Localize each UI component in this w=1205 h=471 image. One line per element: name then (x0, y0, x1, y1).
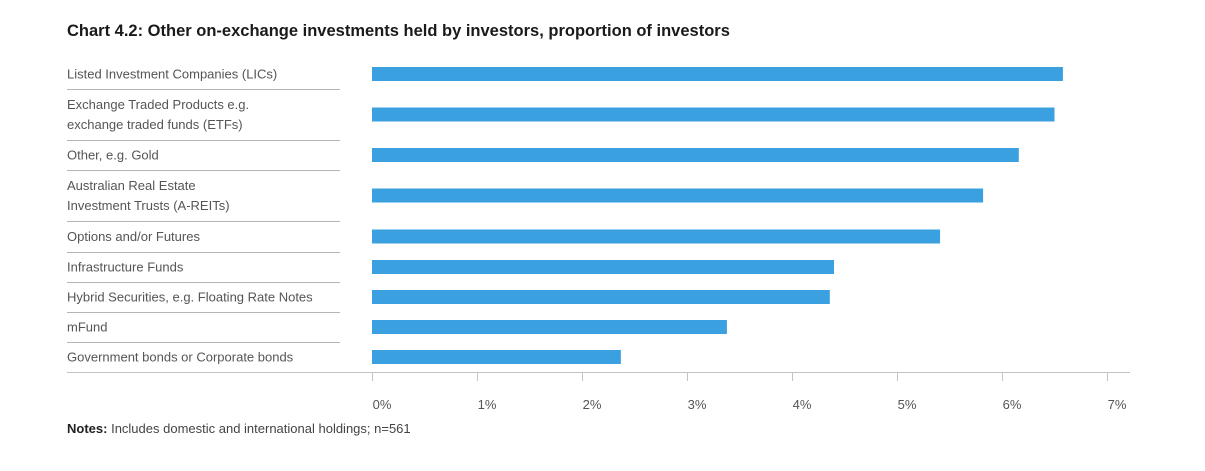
x-tick-label: 3% (688, 397, 707, 412)
x-tick-label: 2% (583, 397, 602, 412)
category-label: Government bonds or Corporate bonds (67, 350, 294, 365)
category-label: Investment Trusts (A-REITs) (67, 198, 230, 213)
bar (372, 350, 621, 364)
x-tick-label: 5% (898, 397, 917, 412)
category-label: Other, e.g. Gold (67, 148, 159, 163)
bar (372, 148, 1019, 162)
notes-text: Includes domestic and international hold… (111, 421, 411, 436)
category-label: Listed Investment Companies (LICs) (67, 67, 277, 82)
category-label: mFund (67, 320, 107, 335)
bar (372, 260, 834, 274)
category-label: Infrastructure Funds (67, 260, 184, 275)
chart-notes: Notes: Includes domestic and internation… (67, 421, 411, 436)
x-tick-label: 0% (373, 397, 392, 412)
category-label: Australian Real Estate (67, 178, 196, 193)
bar (372, 188, 984, 203)
bar (372, 290, 830, 304)
bar (372, 67, 1063, 81)
category-label: Options and/or Futures (67, 229, 200, 244)
x-tick-label: 7% (1108, 397, 1127, 412)
notes-label: Notes: (67, 421, 108, 436)
category-label: Exchange Traded Products e.g. (67, 97, 249, 112)
bar (372, 229, 941, 244)
category-label: Hybrid Securities, e.g. Floating Rate No… (67, 290, 313, 305)
category-label: exchange traded funds (ETFs) (67, 117, 243, 132)
x-tick-label: 1% (478, 397, 497, 412)
chart-title: Chart 4.2: Other on-exchange investments… (67, 22, 730, 40)
bar (372, 320, 727, 334)
x-tick-label: 6% (1003, 397, 1022, 412)
x-tick-label: 4% (793, 397, 812, 412)
bar (372, 107, 1055, 122)
